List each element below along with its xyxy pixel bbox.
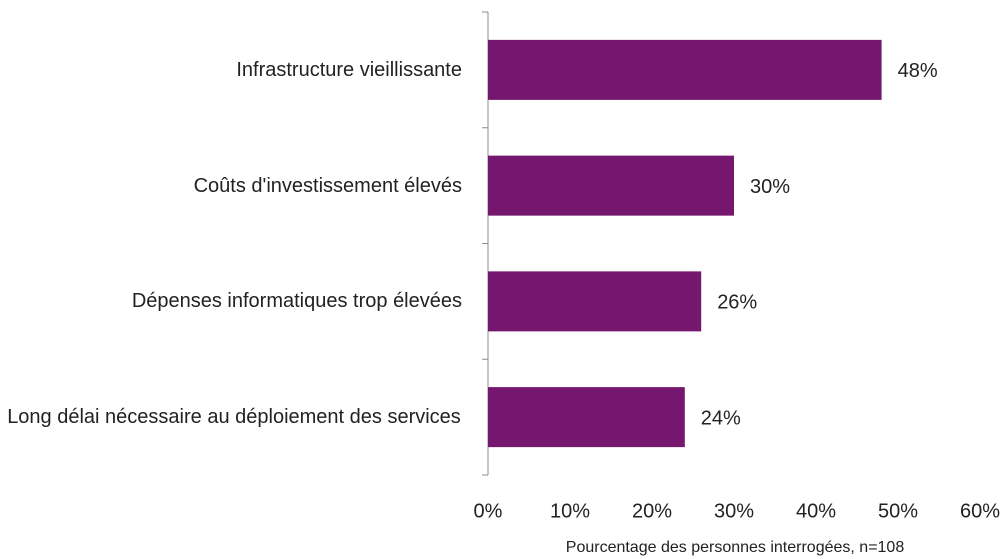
category-label: Infrastructure vieillissante [236,58,462,81]
x-tick-label: 50% [878,500,918,522]
value-label: 24% [701,407,741,429]
category-label: Long délai nécessaire au déploiement des… [7,406,461,429]
x-tick-label: 20% [632,500,672,522]
category-label: Dépenses informatiques trop élevées [131,290,462,313]
bar [488,387,685,448]
value-label: 26% [717,292,757,314]
x-axis-title: Pourcentage des personnes interrogées, n… [566,539,905,556]
category-label: Coûts d'investissement élevés [193,174,462,197]
x-tick-label: 30% [714,500,754,522]
x-tick-label: 60% [960,500,1000,522]
x-tick-label: 40% [796,500,836,522]
bar [488,155,734,216]
x-tick-label: 10% [550,500,590,522]
bar [488,39,882,100]
bar [488,271,702,332]
value-label: 48% [898,60,938,82]
x-tick-label: 0% [474,500,503,522]
value-label: 30% [750,176,790,198]
